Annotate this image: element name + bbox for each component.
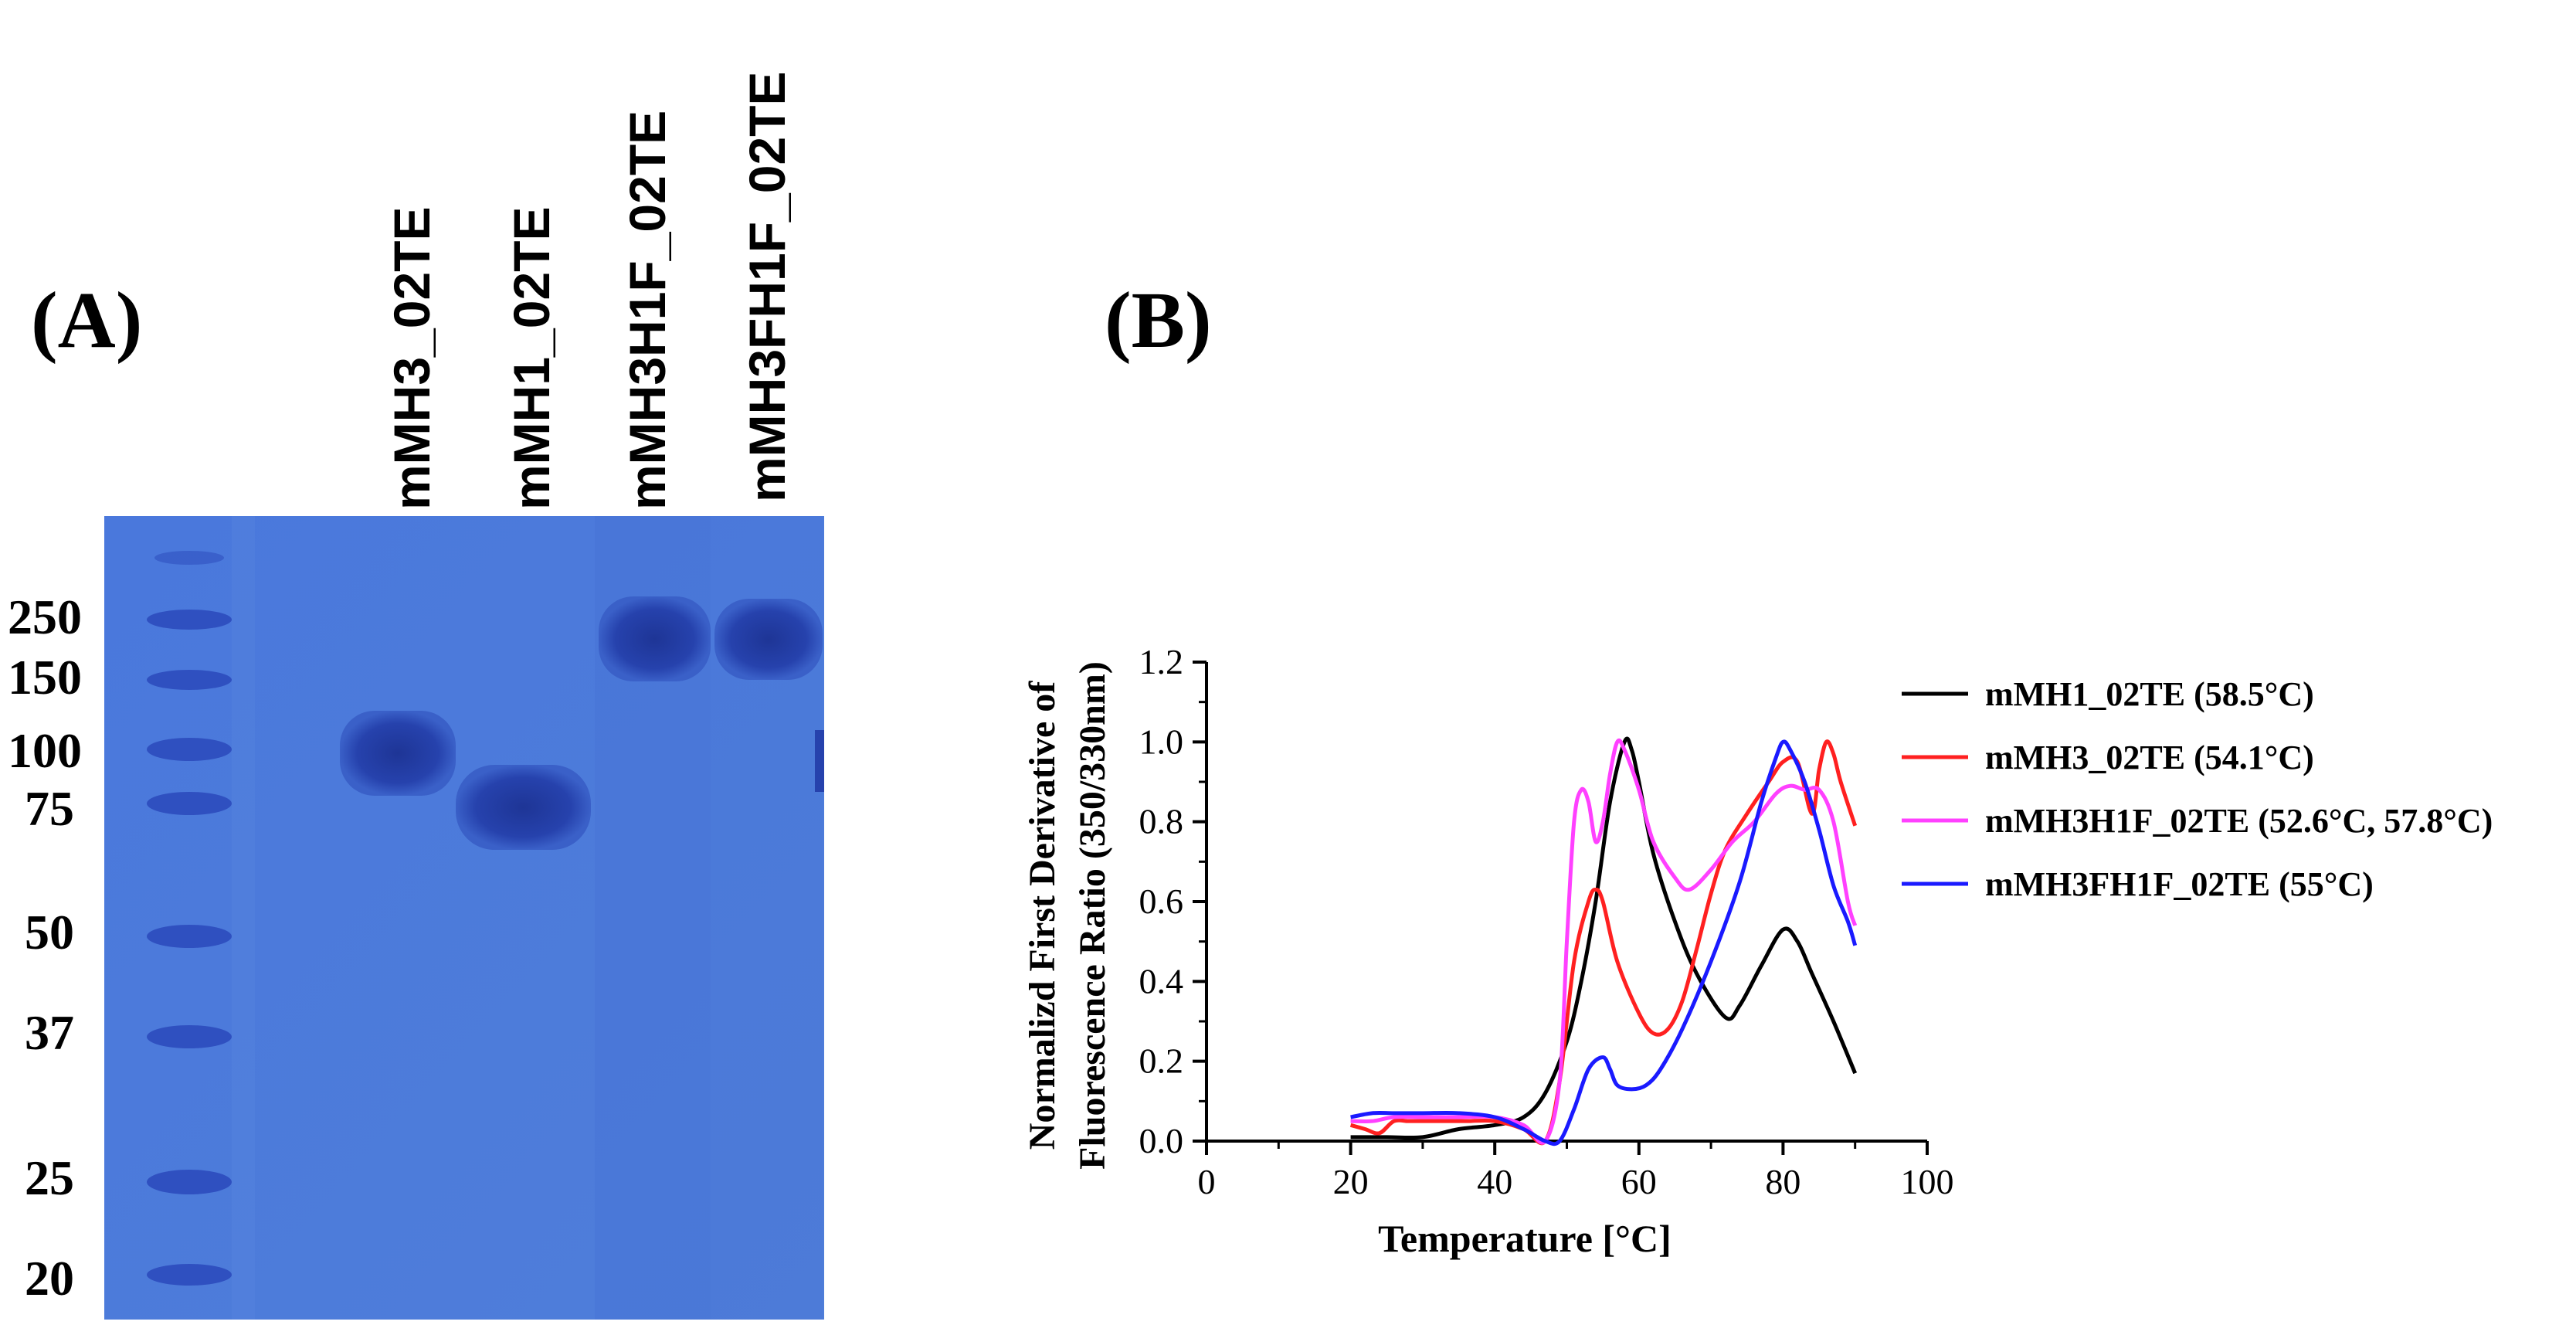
legend-label-2: mMH3H1F_02TE (52.6°C, 57.8°C) xyxy=(1985,802,2493,840)
x-tick-label: 60 xyxy=(1621,1162,1657,1201)
marker-label-50: 50 xyxy=(25,905,74,960)
marker-label-100: 100 xyxy=(8,723,82,778)
marker-label-37: 37 xyxy=(25,1005,74,1060)
y-tick-label: 1.2 xyxy=(1139,642,1184,681)
x-tick-label: 100 xyxy=(1901,1162,1954,1201)
marker-label-150: 150 xyxy=(8,650,82,705)
x-axis-label: Temperature [°C] xyxy=(1378,1217,1672,1260)
series-line-3 xyxy=(1350,739,1858,1146)
marker-label-20: 20 xyxy=(25,1251,74,1306)
band-edge xyxy=(815,730,824,792)
y-tick-label: 0.8 xyxy=(1139,802,1184,841)
band-mmh3h1f xyxy=(599,596,711,681)
marker-ladder xyxy=(147,551,232,1286)
marker-label-25: 25 xyxy=(25,1150,74,1205)
ladder-band xyxy=(147,792,232,815)
ladder-band xyxy=(147,738,232,761)
panel-a-label: (A) xyxy=(31,276,143,365)
ladder-band xyxy=(147,610,232,630)
x-tick-label: 0 xyxy=(1198,1162,1216,1201)
chart-plot-area xyxy=(1349,736,1858,1146)
series-line-1 xyxy=(1349,739,1858,1146)
legend-label-0: mMH1_02TE (58.5°C) xyxy=(1985,675,2314,713)
ladder-band xyxy=(147,670,232,690)
x-tick-label: 80 xyxy=(1765,1162,1800,1201)
ladder-band xyxy=(147,1264,232,1286)
legend-label-3: mMH3FH1F_02TE (55°C) xyxy=(1985,865,2374,903)
y-tick-label: 0.4 xyxy=(1139,961,1184,1000)
y-tick-label: 0.6 xyxy=(1139,882,1184,921)
y-tick-label: 1.0 xyxy=(1139,722,1184,761)
lane-shade xyxy=(232,516,255,1320)
marker-label-75: 75 xyxy=(25,781,74,836)
ladder-band xyxy=(147,925,232,948)
y-axis-label-line2: Fluorescence Ratio (350/330nm) xyxy=(1072,661,1113,1170)
band-mmh1 xyxy=(456,765,591,850)
y-axis-label-line1: Normalizd First Derivative of xyxy=(1022,681,1063,1150)
x-tick-label: 40 xyxy=(1477,1162,1512,1201)
ladder-band xyxy=(147,1025,232,1048)
band-mmh3fh1f xyxy=(714,599,823,680)
y-tick-label: 0.0 xyxy=(1139,1121,1184,1160)
chart-legend: mMH1_02TE (58.5°C) mMH3_02TE (54.1°C) mMH3… xyxy=(1902,675,2493,903)
x-tick-label: 20 xyxy=(1333,1162,1369,1201)
series-line-2 xyxy=(1350,738,1858,1145)
sds-page-gel-panel xyxy=(0,0,850,1331)
panel-b-label: (B) xyxy=(1105,276,1212,365)
gel-image xyxy=(104,516,824,1320)
band-mmh3 xyxy=(340,711,456,796)
marker-label-250: 250 xyxy=(8,589,82,644)
y-tick-label: 0.2 xyxy=(1139,1041,1184,1081)
series-line-0 xyxy=(1350,736,1858,1140)
ladder-band xyxy=(147,1170,232,1194)
ladder-band xyxy=(154,551,224,565)
chart-axes: 0 20 40 60 80 100 0.0 0.2 0.4 0.6 0.8 1.0 1.2 xyxy=(1139,642,1954,1201)
legend-label-1: mMH3_02TE (54.1°C) xyxy=(1985,739,2314,776)
